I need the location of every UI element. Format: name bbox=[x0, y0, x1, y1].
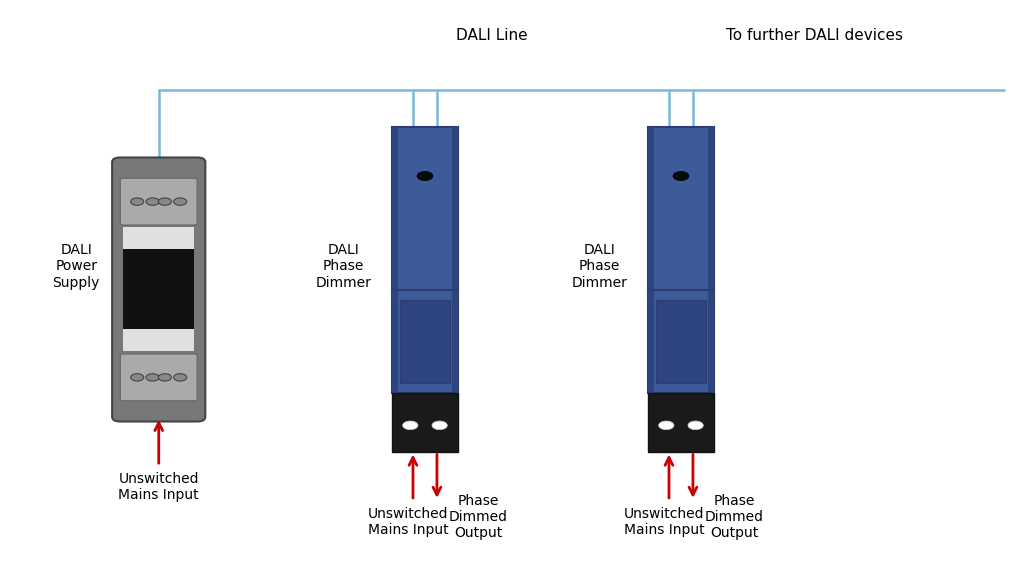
Text: Unswitched
Mains Input: Unswitched Mains Input bbox=[624, 507, 705, 537]
Text: Phase
Dimmed
Output: Phase Dimmed Output bbox=[705, 493, 764, 540]
Circle shape bbox=[146, 198, 159, 206]
FancyBboxPatch shape bbox=[112, 157, 205, 422]
Bar bbox=[391, 290, 398, 393]
Bar bbox=[452, 290, 458, 393]
Bar bbox=[452, 127, 458, 290]
Circle shape bbox=[131, 373, 143, 381]
Circle shape bbox=[417, 171, 433, 181]
Circle shape bbox=[174, 373, 186, 381]
Bar bbox=[391, 290, 458, 393]
Circle shape bbox=[658, 421, 674, 430]
Bar bbox=[391, 127, 458, 290]
Bar bbox=[123, 227, 195, 249]
Circle shape bbox=[131, 198, 143, 206]
FancyBboxPatch shape bbox=[121, 178, 197, 225]
Circle shape bbox=[688, 421, 703, 430]
Text: DALI Line: DALI Line bbox=[456, 28, 527, 43]
Text: DALI
Phase
Dimmer: DALI Phase Dimmer bbox=[571, 243, 627, 290]
Text: Phase
Dimmed
Output: Phase Dimmed Output bbox=[449, 493, 508, 540]
Circle shape bbox=[159, 198, 171, 206]
Circle shape bbox=[432, 421, 447, 430]
Bar bbox=[648, 290, 715, 393]
Bar bbox=[123, 329, 195, 351]
Bar bbox=[648, 393, 715, 452]
Circle shape bbox=[159, 373, 171, 381]
Text: To further DALI devices: To further DALI devices bbox=[726, 28, 902, 43]
Circle shape bbox=[174, 198, 186, 206]
FancyBboxPatch shape bbox=[121, 354, 197, 401]
Bar bbox=[648, 127, 654, 290]
Bar bbox=[648, 127, 715, 290]
Bar bbox=[708, 290, 715, 393]
Text: Unswitched
Mains Input: Unswitched Mains Input bbox=[368, 507, 449, 537]
Bar bbox=[648, 290, 654, 393]
Bar bbox=[399, 300, 451, 383]
Text: DALI
Power
Supply: DALI Power Supply bbox=[52, 243, 99, 290]
Text: DALI
Phase
Dimmer: DALI Phase Dimmer bbox=[315, 243, 371, 290]
Bar bbox=[708, 127, 715, 290]
Circle shape bbox=[146, 373, 159, 381]
Bar bbox=[391, 393, 458, 452]
Bar bbox=[391, 127, 398, 290]
Circle shape bbox=[673, 171, 689, 181]
Bar bbox=[655, 300, 707, 383]
Text: Unswitched
Mains Input: Unswitched Mains Input bbox=[119, 472, 199, 502]
Bar bbox=[123, 228, 195, 351]
Circle shape bbox=[402, 421, 418, 430]
